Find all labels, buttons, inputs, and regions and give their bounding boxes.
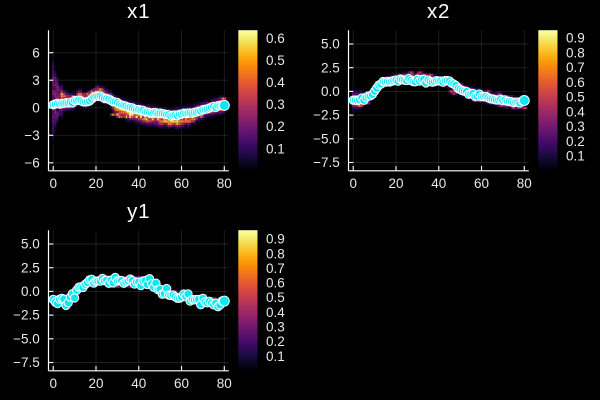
svg-text:0.9: 0.9 <box>266 232 285 247</box>
svg-text:0.7: 0.7 <box>266 261 285 276</box>
svg-text:−7.5: −7.5 <box>313 155 340 170</box>
svg-text:80: 80 <box>517 176 532 191</box>
svg-text:0.4: 0.4 <box>266 75 285 90</box>
svg-text:2.5: 2.5 <box>21 260 40 275</box>
svg-text:80: 80 <box>217 376 232 391</box>
svg-text:0.0: 0.0 <box>21 284 40 299</box>
svg-text:0.2: 0.2 <box>566 134 585 149</box>
svg-text:0.6: 0.6 <box>266 276 285 291</box>
svg-text:40: 40 <box>131 376 146 391</box>
svg-text:2.5: 2.5 <box>321 60 340 75</box>
svg-text:0.4: 0.4 <box>566 104 585 119</box>
svg-text:−2.5: −2.5 <box>13 308 40 323</box>
svg-text:−6: −6 <box>24 155 39 170</box>
svg-text:0.2: 0.2 <box>266 119 285 134</box>
svg-text:3: 3 <box>32 73 40 88</box>
svg-text:40: 40 <box>131 176 146 191</box>
svg-text:40: 40 <box>431 176 446 191</box>
svg-text:80: 80 <box>217 176 232 191</box>
svg-text:−2.5: −2.5 <box>313 108 340 123</box>
svg-text:5.0: 5.0 <box>321 37 340 52</box>
svg-text:20: 20 <box>88 176 103 191</box>
svg-text:x2: x2 <box>427 0 450 23</box>
svg-text:0.9: 0.9 <box>566 31 585 46</box>
svg-text:0.4: 0.4 <box>266 305 285 320</box>
svg-text:60: 60 <box>474 176 489 191</box>
svg-text:0.8: 0.8 <box>266 246 285 261</box>
svg-text:20: 20 <box>88 376 103 391</box>
svg-text:20: 20 <box>388 176 403 191</box>
svg-text:0: 0 <box>349 176 357 191</box>
svg-text:0.1: 0.1 <box>266 349 285 364</box>
svg-text:−3: −3 <box>24 128 39 143</box>
svg-text:0.5: 0.5 <box>266 53 285 68</box>
svg-text:0.6: 0.6 <box>266 31 285 46</box>
svg-text:−7.5: −7.5 <box>13 355 40 370</box>
svg-text:0.2: 0.2 <box>266 334 285 349</box>
svg-text:5.0: 5.0 <box>21 237 40 252</box>
svg-text:0: 0 <box>49 176 57 191</box>
svg-text:0.1: 0.1 <box>266 141 285 156</box>
svg-text:60: 60 <box>174 376 189 391</box>
svg-text:0.5: 0.5 <box>266 290 285 305</box>
svg-text:0.8: 0.8 <box>566 46 585 61</box>
svg-text:0.3: 0.3 <box>266 320 285 335</box>
svg-text:0.5: 0.5 <box>566 90 585 105</box>
svg-text:0.1: 0.1 <box>566 149 585 164</box>
svg-text:0.3: 0.3 <box>266 97 285 112</box>
svg-text:−5.0: −5.0 <box>13 331 40 346</box>
svg-text:0.7: 0.7 <box>566 60 585 75</box>
svg-text:y1: y1 <box>127 200 150 223</box>
svg-text:60: 60 <box>174 176 189 191</box>
svg-text:x1: x1 <box>127 0 150 23</box>
svg-text:0.0: 0.0 <box>321 84 340 99</box>
svg-text:0: 0 <box>32 100 40 115</box>
svg-text:0.3: 0.3 <box>566 119 585 134</box>
svg-text:0: 0 <box>49 376 57 391</box>
svg-text:0.6: 0.6 <box>566 75 585 90</box>
svg-text:−5.0: −5.0 <box>313 131 340 146</box>
svg-text:6: 6 <box>32 45 40 60</box>
